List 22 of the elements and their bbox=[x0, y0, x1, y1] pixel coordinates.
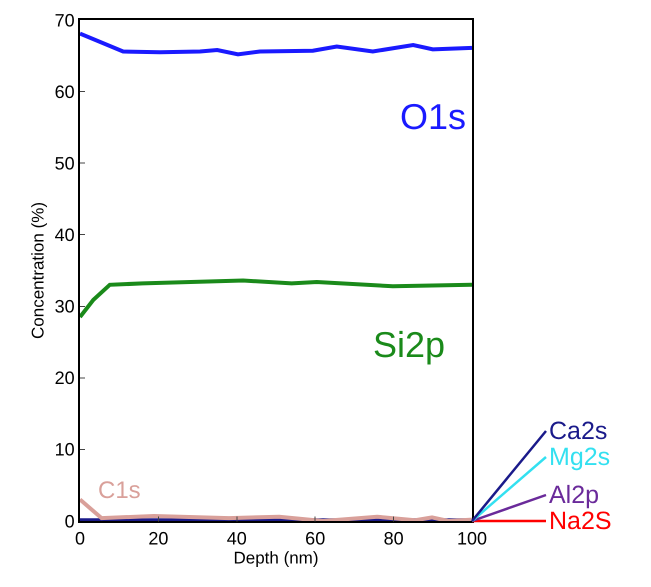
y-tick-label: 10 bbox=[54, 440, 75, 460]
y-tick-label: 0 bbox=[64, 511, 75, 532]
y-tick-label: 40 bbox=[54, 225, 75, 246]
x-tick-label: 60 bbox=[305, 528, 326, 548]
x-tick-label: 40 bbox=[226, 528, 247, 548]
series-label: C1s bbox=[98, 477, 141, 504]
x-tick-label: 100 bbox=[456, 528, 488, 548]
x-axis-title: Depth (nm) bbox=[233, 548, 319, 568]
y-tick-label: 70 bbox=[54, 10, 75, 30]
series-label: Si2p bbox=[373, 324, 446, 365]
x-tick-label: 20 bbox=[148, 528, 168, 548]
series-label: O1s bbox=[400, 96, 466, 137]
y-tick-label: 60 bbox=[54, 82, 75, 102]
y-tick-label: 20 bbox=[54, 368, 75, 388]
legend-label: Al2p bbox=[549, 481, 600, 509]
y-tick-label: 30 bbox=[54, 296, 75, 317]
x-tick-label: 80 bbox=[384, 528, 404, 548]
legend-label: Na2S bbox=[549, 507, 612, 535]
y-axis-title: Concentration (%) bbox=[28, 202, 48, 340]
legend-label: Mg2s bbox=[549, 443, 610, 471]
y-tick-label: 50 bbox=[54, 153, 75, 174]
text: Ca2s bbox=[549, 417, 608, 445]
